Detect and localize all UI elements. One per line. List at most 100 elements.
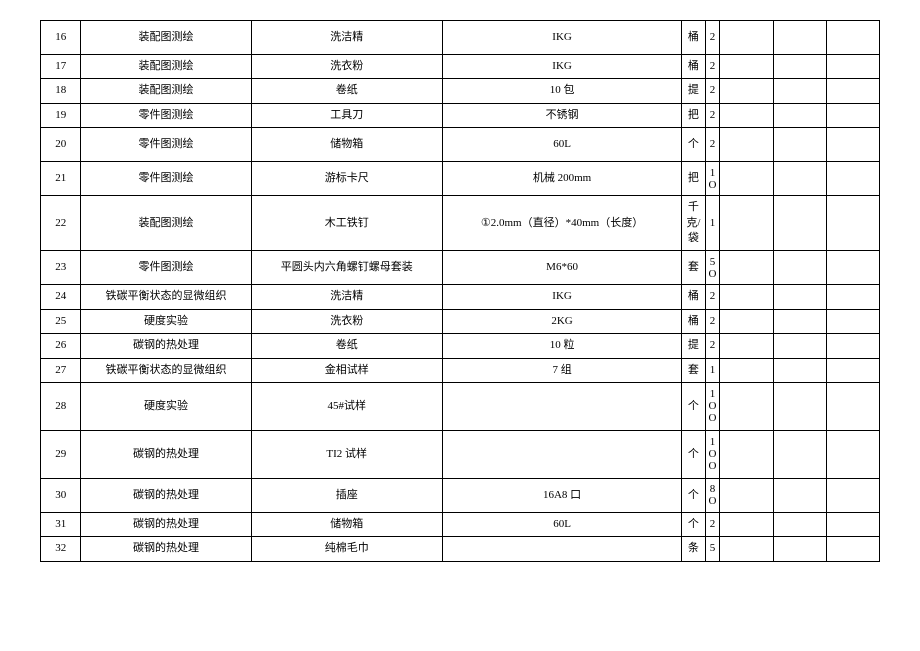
cell-empty (773, 358, 826, 382)
table-row: 20零件图测绘储物箱60L个2 (41, 128, 880, 162)
cell-empty (826, 251, 879, 285)
table-row: 31碳钢的热处理储物箱60L个2 (41, 512, 880, 536)
cell-empty (720, 79, 773, 103)
cell-item: 木工铁钉 (251, 196, 442, 251)
cell-category: 零件图测绘 (81, 128, 251, 162)
cell-spec: M6*60 (442, 251, 681, 285)
cell-index: 22 (41, 196, 81, 251)
cell-empty (773, 196, 826, 251)
cell-unit: 把 (682, 103, 705, 127)
cell-empty (826, 21, 879, 55)
cell-category: 碳钢的热处理 (81, 430, 251, 478)
cell-empty (720, 382, 773, 430)
cell-qty: 5 (705, 537, 720, 561)
cell-empty (720, 430, 773, 478)
cell-spec: 10 包 (442, 79, 681, 103)
cell-empty (773, 79, 826, 103)
cell-empty (826, 196, 879, 251)
cell-qty: 2 (705, 334, 720, 358)
cell-category: 硬度实验 (81, 382, 251, 430)
cell-empty (773, 251, 826, 285)
cell-spec: 60L (442, 512, 681, 536)
cell-category: 铁碳平衡状态的显微组织 (81, 358, 251, 382)
cell-spec: IKG (442, 21, 681, 55)
cell-index: 20 (41, 128, 81, 162)
cell-empty (720, 537, 773, 561)
cell-empty (720, 196, 773, 251)
cell-empty (773, 430, 826, 478)
table-row: 22装配图测绘木工铁钉①2.0mm（直径）*40mm（长度）千克/袋1 (41, 196, 880, 251)
cell-unit: 桶 (682, 21, 705, 55)
cell-empty (773, 55, 826, 79)
cell-index: 21 (41, 162, 81, 196)
cell-index: 16 (41, 21, 81, 55)
cell-empty (720, 512, 773, 536)
cell-empty (773, 128, 826, 162)
cell-empty (826, 285, 879, 309)
cell-category: 装配图测绘 (81, 79, 251, 103)
cell-spec (442, 382, 681, 430)
cell-empty (826, 334, 879, 358)
cell-index: 30 (41, 478, 81, 512)
cell-unit: 套 (682, 251, 705, 285)
cell-qty: 1O (705, 162, 720, 196)
cell-unit: 个 (682, 478, 705, 512)
table-row: 23零件图测绘平圆头内六角螺钉螺母套装M6*60套5O (41, 251, 880, 285)
cell-empty (720, 309, 773, 333)
cell-index: 25 (41, 309, 81, 333)
cell-spec: 10 粒 (442, 334, 681, 358)
cell-unit: 个 (682, 512, 705, 536)
cell-category: 装配图测绘 (81, 21, 251, 55)
cell-empty (773, 21, 826, 55)
cell-qty: 2 (705, 103, 720, 127)
cell-category: 装配图测绘 (81, 55, 251, 79)
cell-spec: IKG (442, 285, 681, 309)
cell-empty (720, 128, 773, 162)
cell-category: 零件图测绘 (81, 103, 251, 127)
cell-qty: 1 (705, 358, 720, 382)
table-row: 28硬度实验45#试样个1OO (41, 382, 880, 430)
table-row: 24铁碳平衡状态的显微组织洗洁精IKG桶2 (41, 285, 880, 309)
cell-index: 32 (41, 537, 81, 561)
cell-category: 碳钢的热处理 (81, 537, 251, 561)
cell-empty (826, 537, 879, 561)
cell-item: 储物箱 (251, 128, 442, 162)
cell-spec: 7 组 (442, 358, 681, 382)
cell-item: 工具刀 (251, 103, 442, 127)
cell-item: 储物箱 (251, 512, 442, 536)
materials-table: 16装配图测绘洗洁精IKG桶217装配图测绘洗衣粉IKG桶218装配图测绘卷纸1… (40, 20, 880, 562)
cell-category: 零件图测绘 (81, 251, 251, 285)
cell-empty (720, 334, 773, 358)
cell-item: 洗洁精 (251, 21, 442, 55)
cell-unit: 桶 (682, 55, 705, 79)
cell-qty: 2 (705, 512, 720, 536)
cell-item: 洗洁精 (251, 285, 442, 309)
cell-qty: 8O (705, 478, 720, 512)
cell-empty (720, 103, 773, 127)
cell-index: 28 (41, 382, 81, 430)
table-row: 16装配图测绘洗洁精IKG桶2 (41, 21, 880, 55)
cell-item: 洗衣粉 (251, 55, 442, 79)
cell-index: 19 (41, 103, 81, 127)
cell-empty (773, 334, 826, 358)
cell-qty: 2 (705, 79, 720, 103)
cell-unit: 条 (682, 537, 705, 561)
cell-empty (826, 358, 879, 382)
cell-spec: 机械 200mm (442, 162, 681, 196)
cell-empty (773, 309, 826, 333)
cell-item: 卷纸 (251, 79, 442, 103)
cell-index: 18 (41, 79, 81, 103)
cell-spec: ①2.0mm（直径）*40mm（长度） (442, 196, 681, 251)
cell-item: 插座 (251, 478, 442, 512)
cell-index: 26 (41, 334, 81, 358)
cell-category: 铁碳平衡状态的显微组织 (81, 285, 251, 309)
cell-empty (773, 478, 826, 512)
cell-index: 29 (41, 430, 81, 478)
cell-item: 纯棉毛巾 (251, 537, 442, 561)
table-row: 30碳钢的热处理插座16A8 口个8O (41, 478, 880, 512)
cell-item: 45#试样 (251, 382, 442, 430)
table-row: 17装配图测绘洗衣粉IKG桶2 (41, 55, 880, 79)
table-row: 25硬度实验洗衣粉2KG桶2 (41, 309, 880, 333)
cell-spec: 16A8 口 (442, 478, 681, 512)
cell-spec (442, 537, 681, 561)
